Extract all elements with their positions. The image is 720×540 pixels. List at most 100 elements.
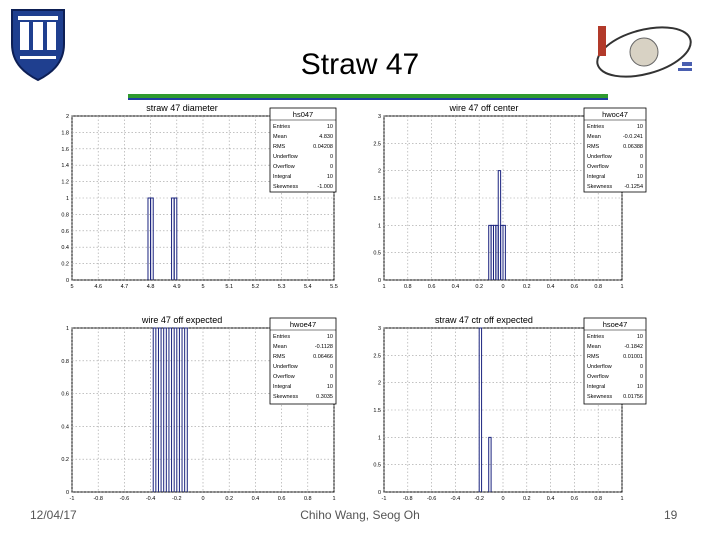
stats-row-label: Overflow: [273, 164, 295, 170]
x-tick-label: 5: [70, 284, 73, 290]
stats-row-label: Underflow: [587, 154, 612, 160]
stats-row-label: RMS: [587, 144, 600, 150]
x-tick-label: -1: [70, 496, 75, 502]
stats-row-value: 0.3035: [316, 394, 333, 400]
stats-row-label: Skewness: [273, 184, 298, 190]
stats-row-value: 0: [330, 374, 333, 380]
y-tick-label: 1.2: [61, 180, 69, 186]
x-tick-label: 5.2: [252, 284, 260, 290]
y-tick-label: 1: [66, 326, 69, 332]
y-tick-label: 1.4: [61, 163, 69, 169]
y-tick-label: 3: [378, 326, 381, 332]
stats-row-label: RMS: [587, 354, 600, 360]
y-tick-label: 0.4: [61, 245, 69, 251]
stats-row-label: Entries: [587, 124, 604, 130]
x-tick-label: 0.8: [594, 284, 602, 290]
stats-row-value: 10: [637, 334, 643, 340]
x-tick-label: 0.6: [571, 496, 579, 502]
stats-row-value: 10: [637, 384, 643, 390]
histogram-bin: [150, 197, 154, 280]
chart-wire-off-expected: wire 47 off expected -1 -0.8 -0.6 -0.4 -0.2 0 0…: [61, 315, 337, 502]
y-tick-label: 0.4: [61, 424, 69, 430]
y-tick-label: 2.5: [373, 141, 381, 147]
stats-row-label: RMS: [273, 144, 286, 150]
stats-row-value: 0.01001: [623, 354, 643, 360]
x-tick-label: 0: [501, 496, 504, 502]
histogram-bin: [178, 327, 183, 492]
x-tick-label: 5.3: [278, 284, 286, 290]
chart-title: wire 47 off center: [449, 103, 519, 113]
x-tick-label: -0.4: [146, 496, 155, 502]
x-tick-label: 1: [620, 284, 623, 290]
x-tick-label: 5.5: [330, 284, 338, 290]
stats-row-label: Underflow: [273, 154, 298, 160]
y-tick-label: 1.5: [373, 408, 381, 414]
stats-row-label: Skewness: [273, 394, 298, 400]
slide-title: Straw 47: [300, 48, 420, 81]
stats-row-label: Mean: [587, 134, 601, 140]
x-tick-label: 0.2: [523, 496, 531, 502]
y-tick-label: 0.6: [61, 229, 69, 235]
stats-row-value: -0.1842: [624, 344, 643, 350]
stats-row-value: -1.000: [317, 184, 333, 190]
stats-row-value: 10: [637, 174, 643, 180]
chart-title: wire 47 off expected: [141, 315, 222, 325]
chart-straw-diameter: straw 47 diameter 5 4.6 4.7 4.8 4.9 5 5.1 5.2 5.3…: [61, 103, 338, 290]
stats-row-value: -0.1254: [624, 184, 643, 190]
y-tick-label: 3: [378, 114, 381, 120]
x-tick-label: 0.2: [523, 284, 531, 290]
histogram-bin: [152, 327, 157, 492]
x-tick-label: -0.2: [172, 496, 181, 502]
y-tick-label: 0.8: [61, 212, 69, 218]
stats-box: [269, 317, 337, 405]
y-tick-label: 1: [66, 196, 69, 202]
stats-row-value: 10: [327, 334, 333, 340]
stats-box: [583, 317, 647, 405]
histogram-bin: [173, 327, 178, 492]
y-tick-label: 0.2: [61, 457, 69, 463]
x-tick-label: 4.9: [173, 284, 181, 290]
y-tick-label: 0.5: [373, 251, 381, 257]
y-tick-label: 0: [378, 490, 381, 496]
stats-row-label: Mean: [273, 344, 287, 350]
stats-row-label: RMS: [273, 354, 286, 360]
y-tick-label: 1: [378, 223, 381, 229]
stats-row-label: Overflow: [273, 374, 295, 380]
x-tick-label: -0.6: [427, 496, 436, 502]
stats-row-label: Overflow: [587, 374, 609, 380]
x-tick-label: 4.7: [121, 284, 129, 290]
stats-row-value: 0: [330, 154, 333, 160]
y-tick-label: 0: [378, 278, 381, 284]
stats-row-value: 10: [637, 124, 643, 130]
stats-row-value: 0: [330, 164, 333, 170]
stats-row-label: Underflow: [587, 364, 612, 370]
histogram-bin: [163, 327, 167, 492]
y-tick-label: 1.8: [61, 130, 69, 136]
stats-row-label: Entries: [273, 124, 290, 130]
y-tick-label: 2: [378, 169, 381, 175]
x-tick-label: 0.4: [452, 284, 460, 290]
x-tick-label: 0.2: [225, 496, 233, 502]
x-tick-label: 0: [501, 284, 504, 290]
x-tick-label: 0.8: [304, 496, 312, 502]
stats-box-name: hwoe47: [290, 320, 316, 329]
x-tick-label: -1: [382, 496, 387, 502]
stats-box-name: hs047: [293, 110, 313, 119]
y-tick-label: 0.6: [61, 392, 69, 398]
stats-row-label: Underflow: [273, 364, 298, 370]
histogram-bin: [168, 327, 173, 492]
footer-authors: Chiho Wang, Seog Oh: [300, 508, 420, 522]
stats-row-value: 10: [327, 174, 333, 180]
stats-row-value: 0.01756: [623, 394, 643, 400]
y-tick-label: 0.2: [61, 262, 69, 268]
stats-row-value: 0.06466: [313, 354, 333, 360]
stats-box-name: hwoc47: [602, 110, 628, 119]
stats-row-value: -0.1128: [315, 344, 333, 350]
histogram-bin: [173, 197, 178, 280]
stats-row-label: Integral: [273, 384, 291, 390]
stats-row-value: 0: [640, 164, 643, 170]
y-tick-label: 0.5: [373, 463, 381, 469]
stats-row-label: Overflow: [587, 164, 609, 170]
x-tick-label: -0.4: [451, 496, 460, 502]
stats-row-value: -0.0.241: [623, 134, 643, 140]
